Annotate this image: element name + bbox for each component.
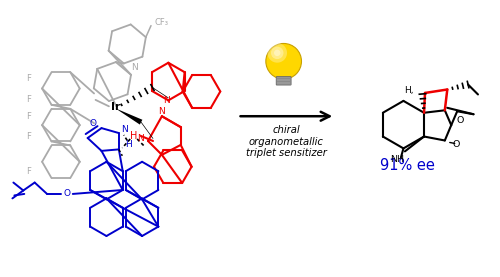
Ellipse shape	[268, 43, 287, 63]
Text: F: F	[26, 167, 30, 176]
Text: F: F	[26, 74, 30, 83]
FancyBboxPatch shape	[276, 77, 291, 85]
Ellipse shape	[266, 43, 302, 79]
Text: N: N	[137, 134, 144, 143]
Text: F: F	[26, 95, 30, 104]
Text: CF₃: CF₃	[155, 18, 169, 27]
Text: O: O	[456, 116, 464, 125]
Text: H: H	[130, 131, 138, 141]
Text: H: H	[126, 140, 132, 149]
Text: N: N	[132, 63, 138, 72]
Text: NH: NH	[390, 155, 404, 164]
Text: N: N	[158, 107, 166, 116]
Text: N: N	[163, 96, 170, 105]
Text: F: F	[26, 132, 30, 140]
Text: O: O	[452, 140, 460, 149]
Text: O: O	[89, 119, 96, 128]
Text: Ir: Ir	[110, 102, 120, 112]
Text: chiral
organometallic
triplet sensitizer: chiral organometallic triplet sensitizer	[246, 125, 326, 158]
Ellipse shape	[274, 50, 280, 56]
Text: O: O	[64, 189, 70, 198]
Ellipse shape	[271, 47, 283, 59]
Text: F: F	[26, 112, 30, 121]
Text: 91% ee: 91% ee	[380, 158, 435, 173]
Text: N: N	[122, 125, 128, 134]
Polygon shape	[116, 108, 142, 125]
Text: H,: H,	[404, 86, 414, 95]
